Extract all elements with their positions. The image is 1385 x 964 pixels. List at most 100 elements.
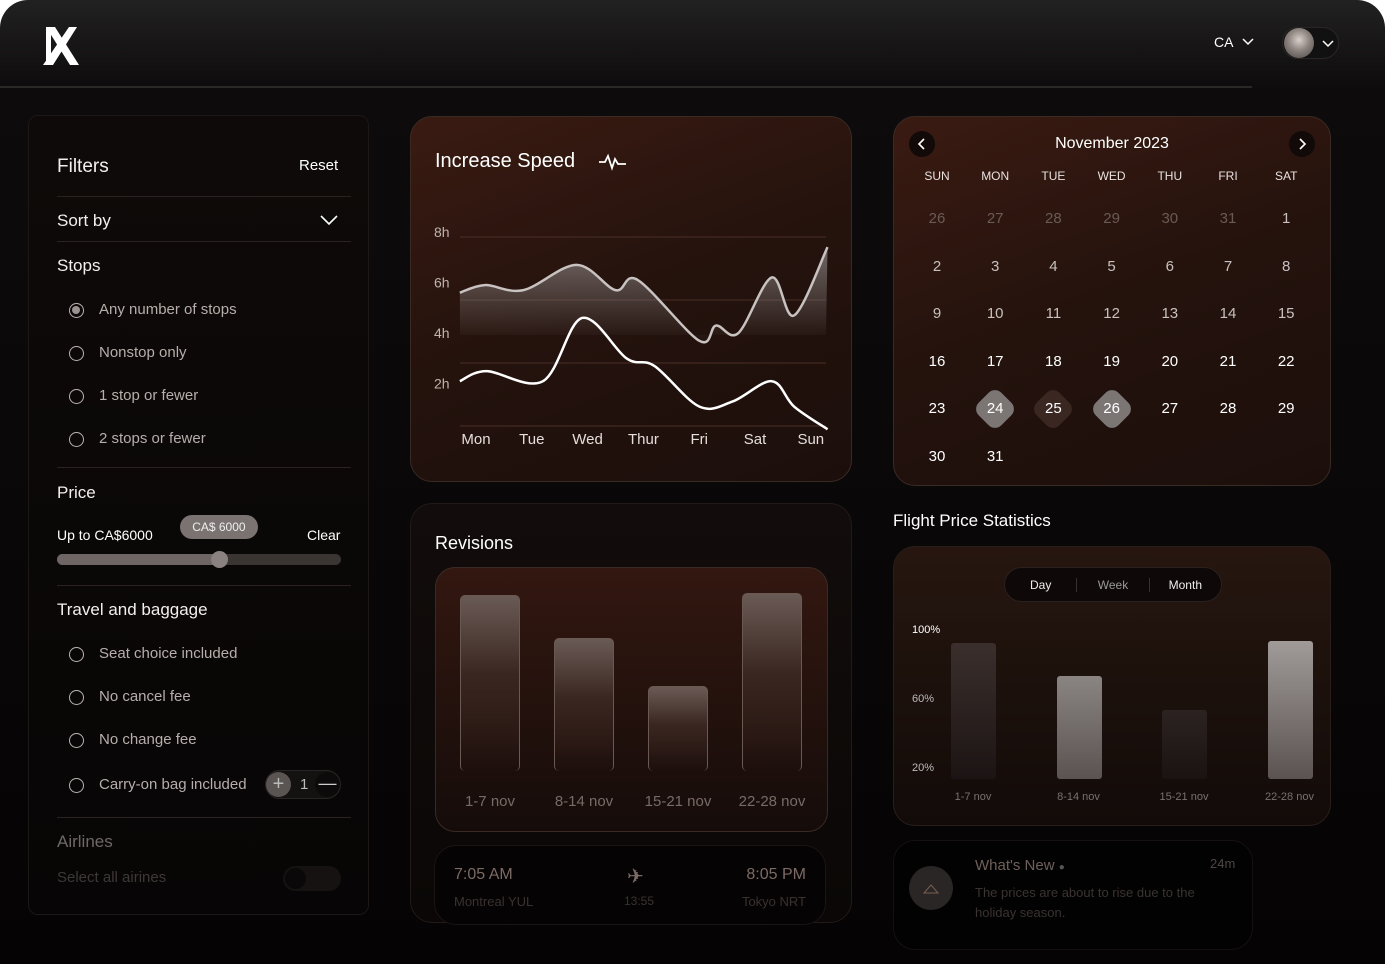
- calendar-day[interactable]: 6: [1165, 257, 1174, 275]
- calendar-day[interactable]: 22: [1277, 352, 1295, 370]
- prev-month-button[interactable]: [909, 131, 935, 157]
- calendar-day[interactable]: 9: [932, 305, 942, 322]
- weekday-label: WED: [1097, 169, 1126, 183]
- price-bar[interactable]: [1162, 710, 1207, 780]
- calendar-day[interactable]: 7: [1223, 257, 1233, 275]
- baggage-option-radio[interactable]: [69, 733, 84, 748]
- tab-week[interactable]: Week: [1076, 577, 1148, 592]
- calendar-day[interactable]: 5: [1107, 257, 1116, 275]
- whats-new-card[interactable]: What's New ● 24m The prices are about to…: [893, 840, 1253, 950]
- baggage-option-label[interactable]: No cancel fee: [99, 688, 191, 705]
- flight-card[interactable]: 7:05 AM Montreal YUL ✈ 13:55 8:05 PM Tok…: [434, 845, 826, 925]
- calendar-day[interactable]: 27: [986, 210, 1004, 227]
- calendar-day[interactable]: 1: [1282, 210, 1291, 227]
- baggage-option-label[interactable]: Seat choice included: [99, 645, 238, 662]
- stop-option-radio[interactable]: [69, 432, 84, 447]
- calendar-day[interactable]: 30: [928, 447, 946, 465]
- next-month-button[interactable]: [1289, 131, 1315, 157]
- calendar-day[interactable]: 24: [986, 400, 1004, 417]
- calendar-day[interactable]: 25: [1045, 400, 1062, 417]
- brand-logo-icon[interactable]: [43, 27, 80, 65]
- news-icon: [909, 866, 953, 910]
- revision-bar[interactable]: [742, 593, 802, 771]
- revisions-title: Revisions: [435, 533, 514, 553]
- calendar-day[interactable]: 11: [1045, 305, 1062, 322]
- calendar-day[interactable]: 19: [1103, 352, 1120, 370]
- calendar-day[interactable]: 29: [1277, 400, 1295, 417]
- calendar-day[interactable]: 20: [1161, 352, 1179, 370]
- select-all-airlines-toggle[interactable]: [283, 866, 341, 891]
- unread-dot: ●: [1058, 862, 1065, 873]
- calendar-day[interactable]: 28: [1045, 210, 1062, 227]
- calendar-day[interactable]: 30: [1161, 210, 1179, 227]
- activity-pulse-icon: [599, 153, 626, 171]
- calendar-day[interactable]: 23: [928, 400, 946, 417]
- calendar-day[interactable]: 21: [1219, 352, 1237, 370]
- calendar-day[interactable]: 28: [1219, 400, 1237, 417]
- increment-button[interactable]: +: [266, 772, 291, 797]
- revision-bar[interactable]: [648, 685, 708, 771]
- y-tick-label: 20%: [912, 762, 935, 774]
- calendar-day[interactable]: 26: [1103, 400, 1120, 417]
- calendar-day[interactable]: 31: [986, 447, 1004, 465]
- calendar-day[interactable]: 10: [986, 305, 1004, 322]
- series-1-line: [459, 246, 829, 344]
- sort-by-dropdown[interactable]: Sort by: [57, 209, 341, 239]
- calendar-day[interactable]: 15: [1277, 305, 1295, 322]
- revision-x-label: 1-7 nov: [464, 793, 516, 810]
- y-tick-label: 8h: [434, 224, 450, 240]
- calendar-day[interactable]: 18: [1045, 352, 1062, 370]
- revision-bar[interactable]: [460, 594, 520, 771]
- calendar-day[interactable]: 13: [1161, 305, 1179, 322]
- revision-x-label: 22-28 nov: [738, 793, 806, 810]
- calendar-day[interactable]: 2: [932, 257, 942, 275]
- baggage-option-label[interactable]: Carry-on bag included: [99, 776, 247, 793]
- price-slider[interactable]: CA$ 6000: [57, 515, 341, 568]
- filters-title: Filters: [57, 156, 109, 177]
- stop-option-label[interactable]: Nonstop only: [99, 344, 187, 361]
- calendar-day[interactable]: 12: [1103, 305, 1120, 322]
- revision-x-label: 8-14 nov: [554, 793, 614, 810]
- decrement-button[interactable]: —: [315, 772, 340, 797]
- calendar-day[interactable]: 16: [928, 352, 946, 370]
- price-slider-thumb[interactable]: [210, 551, 228, 568]
- news-time: 24m: [1210, 856, 1236, 871]
- airlines-heading: Airlines: [57, 832, 113, 851]
- calendar-day[interactable]: 4: [1049, 257, 1058, 275]
- baggage-option-radio[interactable]: [69, 647, 84, 662]
- price-bar[interactable]: [1056, 675, 1102, 780]
- stop-option-radio[interactable]: [69, 303, 84, 318]
- price-bar[interactable]: [951, 643, 996, 780]
- stop-option-radio[interactable]: [69, 389, 84, 404]
- stop-option-label[interactable]: 2 stops or fewer: [99, 430, 206, 447]
- stop-option-label[interactable]: Any number of stops: [99, 301, 237, 318]
- clear-price-button[interactable]: Clear: [307, 527, 341, 543]
- chevron-down-icon: [320, 215, 338, 226]
- calendar-day[interactable]: 31: [1219, 210, 1237, 227]
- calendar-day[interactable]: 29: [1103, 210, 1120, 227]
- depart-time: 7:05 AM: [454, 866, 513, 883]
- region-selector[interactable]: CA: [1214, 34, 1255, 50]
- tab-month[interactable]: Month: [1148, 577, 1221, 592]
- calendar-day[interactable]: 17: [986, 352, 1004, 370]
- price-bar[interactable]: [1267, 641, 1313, 780]
- tab-day[interactable]: Day: [1029, 577, 1052, 592]
- calendar-day[interactable]: 3: [991, 257, 1000, 275]
- account-menu[interactable]: [1282, 27, 1339, 59]
- baggage-option-radio[interactable]: [69, 778, 84, 793]
- chevron-right-icon: [1299, 138, 1307, 150]
- baggage-option-label[interactable]: No change fee: [99, 731, 197, 748]
- stop-option-label[interactable]: 1 stop or fewer: [99, 387, 199, 404]
- price-slider-fill: [57, 554, 219, 565]
- calendar-day[interactable]: 8: [1282, 257, 1291, 275]
- calendar-day[interactable]: 14: [1219, 305, 1237, 322]
- baggage-option-radio[interactable]: [69, 690, 84, 705]
- stop-option-radio[interactable]: [69, 346, 84, 361]
- calendar-day[interactable]: 27: [1161, 400, 1179, 417]
- calendar-day[interactable]: 26: [928, 210, 946, 227]
- flight-stats-title: Flight Price Statistics: [893, 511, 1051, 530]
- reset-button[interactable]: Reset: [299, 157, 339, 174]
- y-tick-label: 4h: [434, 325, 450, 341]
- x-tick-label: Fri: [690, 431, 708, 448]
- revision-bar[interactable]: [554, 637, 614, 771]
